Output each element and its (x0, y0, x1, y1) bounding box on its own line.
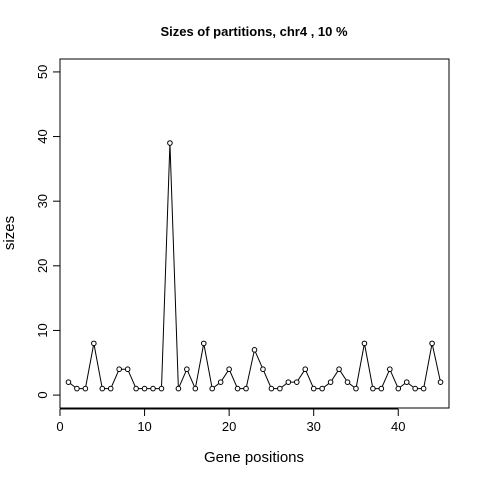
data-point (91, 340, 97, 347)
data-point (82, 385, 89, 392)
data-point (74, 385, 80, 392)
data-point (184, 366, 190, 373)
data-point (420, 385, 427, 392)
y-tick-label: 10 (35, 323, 50, 337)
data-point (124, 366, 131, 373)
data-point (293, 379, 300, 385)
data-point (429, 340, 435, 347)
y-axis: 0 10 20 30 40 50 (35, 65, 61, 399)
data-point (192, 385, 199, 392)
data-point (116, 366, 122, 373)
data-point (141, 385, 148, 392)
data-point (412, 385, 418, 392)
data-point (158, 385, 165, 392)
data-point (378, 385, 385, 392)
data-point (361, 340, 368, 347)
data-point (302, 366, 309, 373)
data-point (133, 385, 139, 392)
y-tick-label: 50 (35, 65, 50, 79)
data-point (251, 347, 258, 353)
data-point (395, 385, 402, 392)
x-tick-label: 30 (306, 419, 320, 434)
data-point (107, 385, 114, 392)
x-tick-label: 10 (137, 419, 151, 434)
x-tick-label: 40 (391, 419, 405, 434)
y-axis-label: sizes (1, 216, 18, 250)
y-tick-label: 20 (35, 259, 50, 273)
data-point (243, 385, 249, 392)
data-point (387, 366, 393, 373)
data-point (99, 385, 106, 392)
data-points (65, 140, 444, 392)
x-tick-label: 20 (222, 419, 236, 434)
data-point (217, 379, 224, 385)
data-point (65, 379, 72, 385)
data-point (403, 379, 410, 385)
data-point (344, 379, 351, 385)
x-axis: 0 10 20 30 40 (56, 408, 405, 434)
y-tick-label: 30 (35, 194, 50, 208)
data-point (209, 385, 216, 392)
data-point (175, 385, 182, 392)
data-point (310, 385, 317, 392)
data-point (260, 366, 266, 373)
data-point (437, 379, 444, 385)
data-point (268, 385, 275, 392)
data-point (319, 385, 325, 392)
data-point (226, 366, 232, 373)
x-tick-label: 0 (56, 419, 63, 434)
y-tick-label: 0 (35, 391, 50, 398)
data-point (200, 340, 207, 347)
data-point (285, 379, 292, 385)
y-tick-label: 40 (35, 129, 50, 143)
chart-title: Sizes of partitions, chr4 , 10 % (160, 24, 348, 39)
data-point (336, 366, 342, 373)
x-axis-label: Gene positions (204, 449, 304, 466)
data-point (370, 385, 376, 392)
data-point (167, 140, 173, 146)
data-point (150, 385, 156, 392)
plot-frame (59, 58, 450, 409)
data-point (353, 385, 359, 392)
data-point (327, 379, 334, 385)
data-point (277, 385, 283, 392)
data-point (234, 385, 241, 392)
